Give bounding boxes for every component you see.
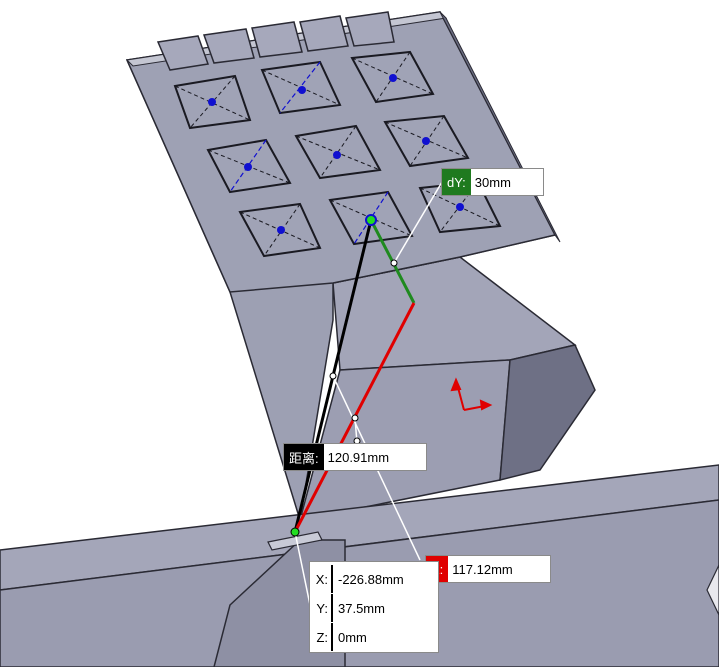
- dy-value: 30mm: [474, 174, 511, 190]
- beam-slot[interactable]: [267, 531, 323, 551]
- coord-y-value: 37.5mm: [338, 600, 385, 616]
- triad-icon: [450, 377, 493, 411]
- pocket-center-points: [208, 74, 464, 234]
- coord-z-row: Z: 0mm: [310, 622, 438, 652]
- coord-z-label: Z:: [316, 629, 328, 645]
- plate-tabs[interactable]: [156, 11, 395, 71]
- beam-right-notch[interactable]: [706, 564, 719, 616]
- coord-z-value: 0mm: [338, 629, 367, 645]
- coord-y-row: Y: 37.5mm: [310, 593, 438, 623]
- measure-start-point[interactable]: [365, 214, 377, 226]
- coord-x-label: X:: [315, 571, 328, 587]
- coord-x-row: X: -226.88mm: [310, 564, 438, 594]
- coord-y-label: Y:: [316, 600, 328, 616]
- pyramid-pockets[interactable]: [173, 50, 502, 258]
- dx-value: 117.12mm: [452, 561, 513, 577]
- dy-label: dY:: [442, 169, 471, 195]
- distance-label: 距离:: [284, 444, 324, 470]
- point-coordinates-box[interactable]: X: -226.88mm Y: 37.5mm Z: 0mm: [309, 561, 439, 653]
- dx-tag[interactable]: X: 117.12mm: [425, 555, 552, 583]
- measure-end-point[interactable]: [290, 527, 300, 537]
- distance-value: 120.91mm: [327, 449, 390, 465]
- dy-tag[interactable]: dY: 30mm: [441, 168, 544, 196]
- beam-top-face[interactable]: [0, 464, 719, 591]
- distance-tag[interactable]: 距离: 120.91mm: [283, 443, 427, 471]
- slanted-support-side[interactable]: [499, 344, 596, 481]
- coord-x-value: -226.88mm: [338, 571, 404, 587]
